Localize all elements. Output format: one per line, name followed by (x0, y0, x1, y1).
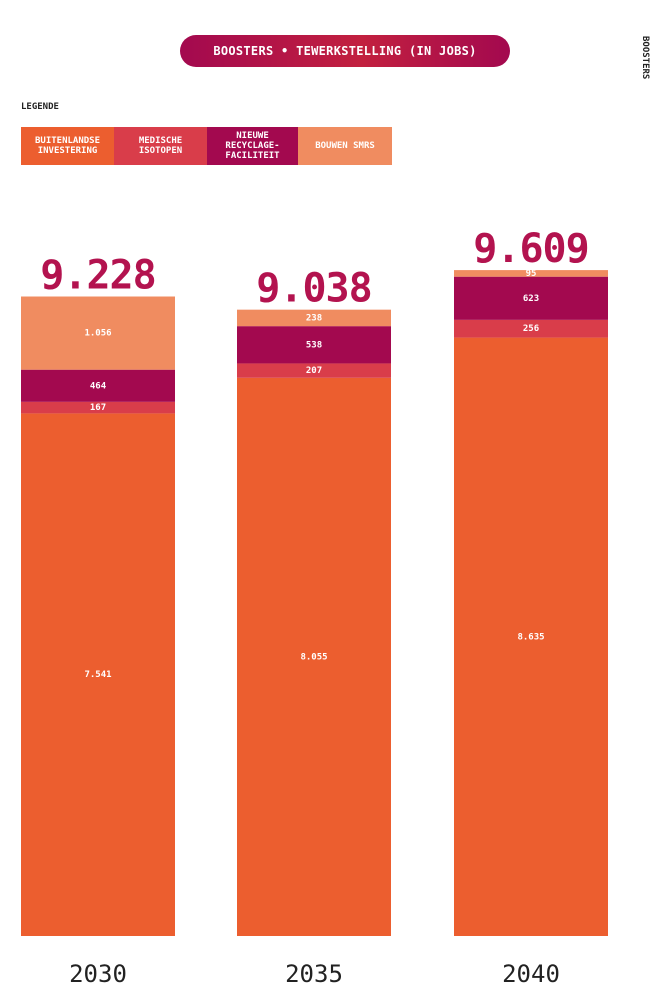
x-tick-label: 2030 (69, 960, 127, 988)
value-label: 238 (306, 313, 322, 323)
bar-segment (21, 296, 175, 370)
legend-entry: NIEUWE RECYCLAGE-FACILITEIT (207, 127, 298, 165)
x-tick-label: 2035 (285, 960, 343, 988)
bar-segment (237, 377, 391, 936)
side-label: BOOSTERS (640, 36, 650, 80)
legend: BUITENLANDSE INVESTERING MEDISCHE ISOTOPE… (21, 127, 392, 165)
legend-title: LEGENDE (21, 102, 59, 112)
value-label: 538 (306, 340, 322, 350)
value-label: 1.056 (84, 329, 111, 339)
value-label: 8.635 (517, 632, 544, 642)
bar-segment (454, 276, 608, 320)
bar-segment (454, 337, 608, 937)
value-label: 167 (90, 403, 106, 413)
total-label: 9.228 (40, 252, 155, 298)
value-label: 207 (306, 366, 322, 376)
bar-segment (454, 270, 608, 277)
value-label: 95 (526, 269, 537, 279)
value-label: 7.541 (84, 670, 111, 680)
value-label: 464 (90, 381, 107, 391)
bar-segment (237, 309, 391, 327)
bar-segment (237, 363, 391, 378)
value-label: 256 (523, 324, 539, 334)
x-tick-label: 2040 (502, 960, 560, 988)
value-label: 623 (523, 294, 539, 304)
total-label: 9.609 (473, 226, 588, 272)
bar-segment (21, 413, 175, 936)
total-label: 9.038 (256, 266, 371, 312)
bar-segment (454, 319, 608, 338)
legend-entry: BUITENLANDSE INVESTERING (21, 127, 114, 165)
legend-entry: MEDISCHE ISOTOPEN (114, 127, 207, 165)
value-label: 8.055 (300, 652, 327, 662)
bar-segment (21, 369, 175, 402)
legend-entry: BOUWEN SMRS (298, 127, 392, 165)
chart-title: BOOSTERS • TEWERKSTELLING (IN JOBS) (180, 35, 510, 67)
bar-segment (21, 401, 175, 414)
side-tab: BOOSTERS (638, 36, 652, 96)
bar-segment (237, 326, 391, 364)
